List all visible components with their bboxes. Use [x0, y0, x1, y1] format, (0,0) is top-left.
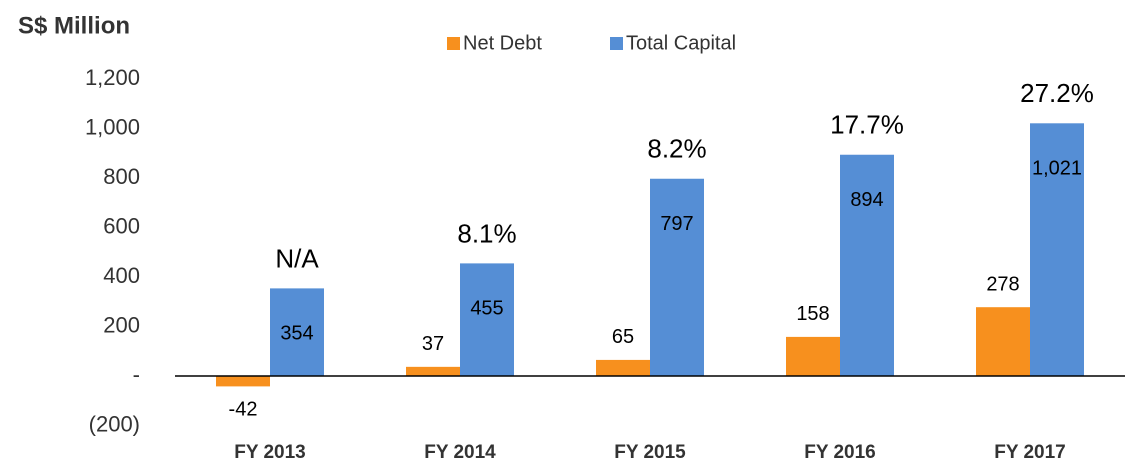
- x-tick-label: FY 2014: [424, 442, 496, 463]
- bar: [650, 178, 704, 376]
- y-tick-label: -: [133, 362, 140, 387]
- y-tick-label: (200): [89, 411, 140, 436]
- data-label: 797: [660, 213, 693, 235]
- y-tick-label: 200: [103, 312, 140, 337]
- bar: [840, 154, 894, 376]
- x-tick-label: FY 2017: [994, 442, 1065, 463]
- annotation: 27.2%: [1020, 78, 1094, 108]
- annotation: N/A: [275, 243, 319, 273]
- data-label: 278: [986, 273, 1019, 295]
- data-label: 354: [280, 323, 313, 345]
- data-label: 455: [470, 298, 503, 320]
- bar: [216, 376, 270, 387]
- bar: [1030, 123, 1084, 377]
- y-tick-label: 1,200: [85, 65, 140, 90]
- annotation: 8.1%: [457, 218, 516, 248]
- annotation: 17.7%: [830, 110, 904, 140]
- legend-label: Net Debt: [463, 32, 542, 54]
- x-tick-label: FY 2015: [614, 442, 686, 463]
- y-tick-label: 800: [103, 164, 140, 189]
- bar: [786, 336, 840, 376]
- data-label: 1,021: [1032, 158, 1082, 180]
- data-label: -42: [229, 399, 258, 421]
- legend-swatch: [447, 37, 460, 50]
- x-tick-label: FY 2016: [804, 442, 875, 463]
- legend-swatch: [610, 37, 623, 50]
- bar: [460, 263, 514, 376]
- data-label: 158: [796, 303, 829, 325]
- bar: [270, 288, 324, 376]
- y-tick-label: 600: [103, 213, 140, 238]
- data-label: 894: [850, 189, 883, 211]
- chart-title: S$ Million: [18, 12, 130, 39]
- data-label: 37: [422, 333, 444, 355]
- bar: [596, 359, 650, 376]
- y-tick-label: 400: [103, 263, 140, 288]
- x-tick-label: FY 2013: [234, 442, 305, 463]
- y-tick-label: 1,000: [85, 114, 140, 139]
- annotation: 8.2%: [647, 134, 706, 164]
- bar: [976, 307, 1030, 376]
- bar: [406, 366, 460, 376]
- data-label: 65: [612, 326, 634, 348]
- legend-label: Total Capital: [626, 32, 736, 54]
